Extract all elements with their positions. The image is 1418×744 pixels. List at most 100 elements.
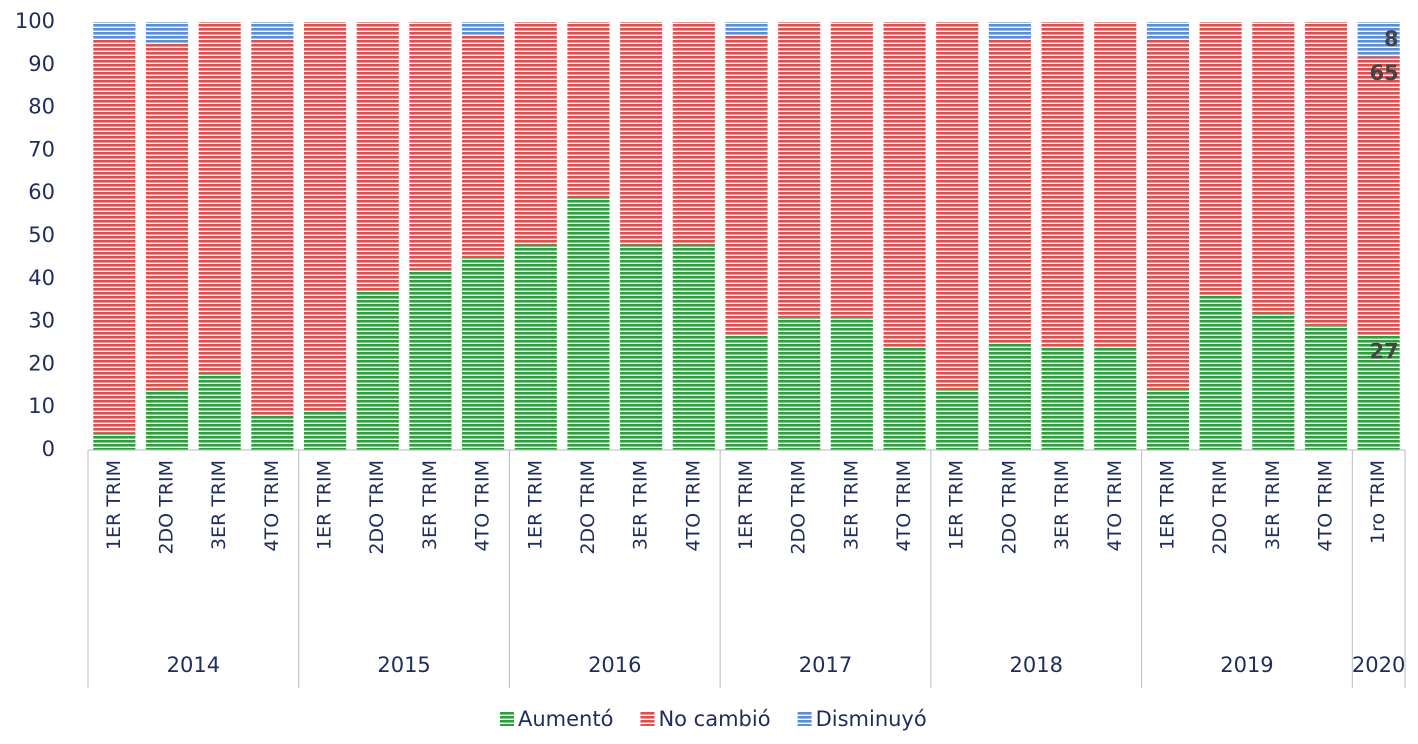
x-tick-label: 4TO TRIM <box>261 460 283 552</box>
x-tick-label: 2DO TRIM <box>998 460 1020 555</box>
legend-swatch <box>500 712 514 726</box>
x-tick-label: 3ER TRIM <box>840 460 862 550</box>
bar-segment <box>620 244 663 450</box>
y-tick-label: 50 <box>28 223 55 247</box>
group-label: 2018 <box>1010 653 1063 677</box>
y-tick-label: 30 <box>28 309 55 333</box>
y-tick-label: 0 <box>42 437 55 461</box>
bar-segment <box>251 415 294 450</box>
bar-segment <box>409 270 452 450</box>
bar-segment <box>936 390 979 450</box>
group-label: 2020 <box>1352 653 1405 677</box>
x-tick-label: 4TO TRIM <box>1104 460 1126 552</box>
y-tick-label: 90 <box>28 52 55 76</box>
bar-segment <box>1199 22 1242 296</box>
bar-segment <box>145 390 189 450</box>
x-tick-label: 2DO TRIM <box>366 460 388 555</box>
bar-segment <box>198 22 241 373</box>
x-tick-label: 3ER TRIM <box>419 460 441 550</box>
x-tick-label: 4TO TRIM <box>893 460 915 552</box>
bar-segment <box>883 22 926 348</box>
x-tick-label: 2DO TRIM <box>1209 460 1231 555</box>
bar-segment <box>356 291 399 450</box>
y-tick-label: 60 <box>28 180 55 204</box>
bar-segment <box>93 39 136 433</box>
bar-segment <box>1304 325 1348 450</box>
bar-segment <box>1357 56 1400 335</box>
bar-segment <box>1146 39 1190 391</box>
data-label: 27 <box>1369 339 1398 363</box>
bar-segment <box>620 22 663 245</box>
bar-segment <box>1041 22 1084 348</box>
bar-segment <box>988 39 1031 344</box>
x-tick-label: 4TO TRIM <box>682 460 704 552</box>
bar-segment <box>725 22 768 35</box>
bar-segment <box>93 22 136 40</box>
bar-segment <box>514 22 557 245</box>
bar-segment <box>356 22 399 292</box>
x-tick-label: 3ER TRIM <box>630 460 652 550</box>
group-label: 2015 <box>377 653 430 677</box>
bar-segment <box>145 22 189 44</box>
x-tick-label: 1ER TRIM <box>314 460 336 550</box>
bar-segment <box>462 22 505 35</box>
bar-segment <box>988 22 1031 40</box>
bar-segment <box>567 22 610 198</box>
y-tick-label: 40 <box>28 266 55 290</box>
bar-segment <box>1094 347 1137 450</box>
bar-segment <box>1357 334 1400 450</box>
bar-segment <box>1199 295 1242 450</box>
bar-segment <box>672 22 715 245</box>
x-tick-label: 4TO TRIM <box>472 460 494 552</box>
legend-label: Disminuyó <box>816 707 927 731</box>
x-tick-label: 1ER TRIM <box>524 460 546 550</box>
y-tick-label: 100 <box>15 9 55 33</box>
group-label: 2016 <box>588 653 641 677</box>
bar-segment <box>883 347 926 450</box>
x-tick-label: 1ER TRIM <box>103 460 125 550</box>
bar-segment <box>988 343 1031 450</box>
bar-segment <box>514 244 557 450</box>
y-tick-label: 70 <box>28 137 55 161</box>
bar-segment <box>462 257 505 450</box>
x-tick-label: 3ER TRIM <box>1262 460 1284 550</box>
bar-segment <box>1146 22 1190 40</box>
bar-segment <box>1357 22 1400 57</box>
bar-segment <box>462 34 505 258</box>
legend-swatch <box>640 712 655 726</box>
bar-segment <box>1252 22 1295 314</box>
x-tick-label: 4TO TRIM <box>1314 460 1336 552</box>
data-label: 8 <box>1384 27 1399 51</box>
bar-segment <box>1146 390 1190 450</box>
group-label: 2017 <box>799 653 852 677</box>
legend-label: No cambió <box>658 707 770 731</box>
bar-segment <box>778 317 821 450</box>
bar-segment <box>303 22 347 412</box>
group-label: 2019 <box>1220 653 1273 677</box>
bar-segment <box>725 334 768 450</box>
bar-segment <box>1094 22 1137 348</box>
x-tick-label: 2DO TRIM <box>156 460 178 555</box>
x-tick-label: 1ER TRIM <box>735 460 757 550</box>
y-tick-label: 10 <box>28 394 55 418</box>
data-label: 65 <box>1369 61 1398 85</box>
bar-segment <box>1252 313 1295 450</box>
bar-segment <box>725 34 768 335</box>
x-tick-label: 2DO TRIM <box>577 460 599 555</box>
bar-segment <box>1304 22 1348 326</box>
bar-segment <box>830 317 873 450</box>
bar-segment <box>672 244 715 450</box>
bar-segment <box>567 197 610 450</box>
bar-segment <box>93 432 136 450</box>
bar-segment <box>303 411 347 450</box>
bar-segment <box>409 22 452 271</box>
group-label: 2014 <box>167 653 220 677</box>
bar-segment <box>1041 347 1084 450</box>
bar-segment <box>936 22 979 391</box>
bar-segment <box>778 22 821 318</box>
y-tick-label: 80 <box>28 95 55 119</box>
legend-swatch <box>797 712 812 726</box>
bar-segment <box>145 43 189 391</box>
legend-label: Aumentó <box>518 707 613 731</box>
y-tick-label: 20 <box>28 351 55 375</box>
